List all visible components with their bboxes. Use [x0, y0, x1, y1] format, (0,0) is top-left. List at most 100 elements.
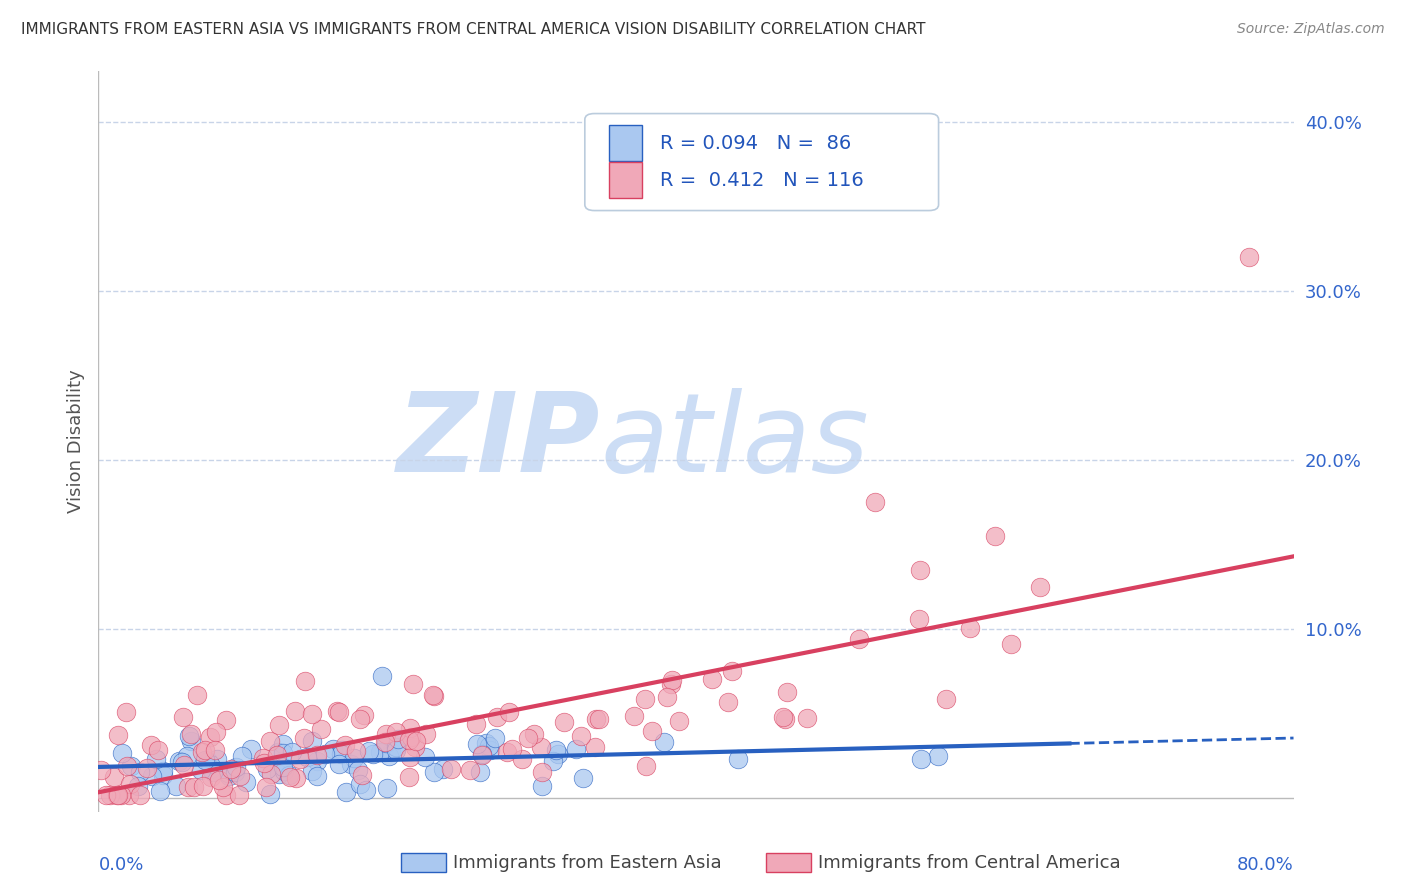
Point: [668, 714, 690, 728]
Point: [374, 735, 396, 749]
Point: [908, 611, 931, 625]
Point: [266, 748, 288, 763]
Point: [191, 779, 214, 793]
Point: [402, 677, 425, 691]
Point: [368, 745, 391, 759]
Point: [235, 775, 257, 789]
Point: [776, 685, 799, 699]
Point: [935, 692, 957, 706]
Point: [294, 673, 316, 688]
Point: [149, 784, 172, 798]
Point: [375, 727, 398, 741]
Point: [290, 752, 312, 766]
Point: [796, 711, 818, 725]
Point: [717, 694, 740, 708]
Point: [176, 749, 198, 764]
Point: [194, 753, 217, 767]
Point: [259, 787, 281, 801]
Point: [219, 762, 242, 776]
Point: [326, 705, 349, 719]
Point: [484, 731, 506, 745]
Point: [354, 783, 377, 797]
Text: R = 0.094   N =  86: R = 0.094 N = 86: [661, 134, 852, 153]
Point: [565, 742, 588, 756]
Point: [136, 761, 159, 775]
Point: [353, 708, 375, 723]
Point: [335, 785, 357, 799]
Point: [471, 747, 494, 762]
Point: [207, 772, 229, 787]
Point: [343, 750, 366, 764]
Point: [141, 769, 163, 783]
Point: [357, 744, 380, 758]
Point: [103, 770, 125, 784]
Point: [634, 758, 657, 772]
Point: [588, 712, 610, 726]
Point: [212, 780, 235, 794]
Point: [173, 757, 195, 772]
Point: [278, 767, 301, 781]
Point: [285, 772, 308, 786]
Point: [634, 691, 657, 706]
Point: [180, 733, 202, 747]
Point: [927, 748, 949, 763]
Point: [344, 744, 367, 758]
Point: [498, 705, 520, 719]
Point: [404, 739, 426, 754]
Point: [177, 729, 200, 743]
Point: [224, 764, 246, 779]
Point: [361, 747, 384, 761]
Text: Immigrants from Eastern Asia: Immigrants from Eastern Asia: [453, 854, 721, 871]
Text: Immigrants from Central America: Immigrants from Central America: [818, 854, 1121, 871]
Point: [984, 529, 1007, 543]
Point: [225, 759, 247, 773]
Point: [910, 752, 932, 766]
Point: [314, 747, 336, 761]
Point: [266, 746, 288, 760]
Point: [475, 736, 498, 750]
Point: [398, 733, 420, 747]
Point: [309, 722, 332, 736]
Point: [773, 712, 796, 726]
Point: [486, 710, 509, 724]
Point: [583, 740, 606, 755]
Point: [111, 747, 134, 761]
Point: [398, 750, 420, 764]
Point: [423, 689, 446, 703]
Point: [422, 764, 444, 779]
Point: [141, 739, 163, 753]
Point: [328, 705, 350, 719]
Text: ZIP: ZIP: [396, 388, 600, 495]
Point: [170, 755, 193, 769]
Y-axis label: Vision Disability: Vision Disability: [66, 369, 84, 514]
Point: [205, 725, 228, 739]
Point: [399, 730, 422, 744]
Point: [458, 764, 481, 778]
Point: [186, 689, 208, 703]
Point: [727, 752, 749, 766]
Point: [848, 632, 870, 646]
Point: [271, 737, 294, 751]
Point: [531, 765, 554, 780]
Point: [405, 734, 427, 748]
Point: [322, 742, 344, 756]
Point: [375, 780, 398, 795]
Point: [546, 743, 568, 757]
Point: [120, 759, 142, 773]
Point: [115, 706, 138, 720]
Point: [107, 728, 129, 742]
Point: [90, 763, 112, 777]
Point: [700, 673, 723, 687]
Point: [375, 736, 398, 750]
Point: [301, 734, 323, 748]
Point: [572, 771, 595, 785]
Point: [305, 769, 328, 783]
Point: [190, 764, 212, 778]
Point: [292, 731, 315, 746]
Point: [330, 743, 353, 757]
Point: [569, 729, 592, 743]
Point: [496, 746, 519, 760]
Point: [478, 739, 501, 754]
Point: [176, 780, 198, 794]
Point: [273, 764, 295, 778]
